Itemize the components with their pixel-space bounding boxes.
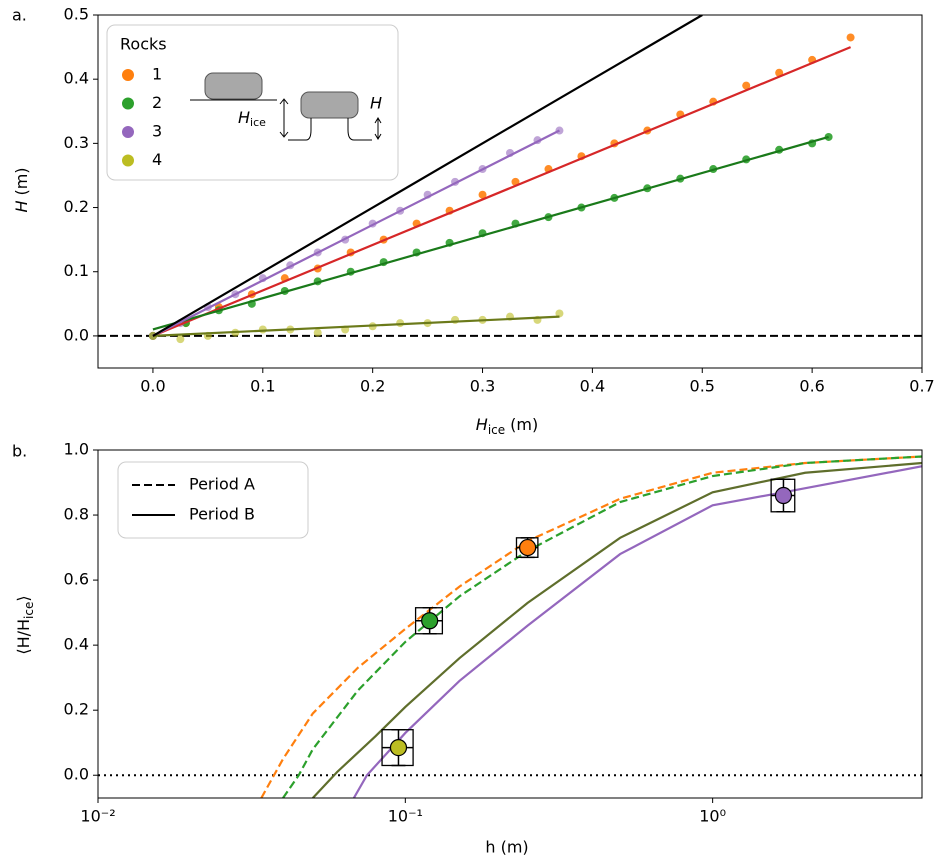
diagram-rock: [300, 91, 359, 119]
legend-label: 3: [152, 122, 162, 141]
data-point: [478, 190, 487, 199]
x-tick-label: 0.3: [470, 377, 495, 396]
data-point: [176, 335, 185, 344]
label-part: H: [238, 108, 250, 127]
legend-box: [106, 24, 399, 181]
label-part: H: [12, 201, 31, 213]
legend-marker: [122, 154, 134, 167]
overlay: Rocks Hice H 0.0 0.1 0.2 0.3 0.4 0.5 0.6 0.7 0.0…: [64, 5, 935, 826]
legend-marker: [122, 69, 134, 81]
legend-box: [117, 461, 309, 539]
legend-marker: [122, 126, 134, 138]
label-part: ⟨H/H: [14, 619, 33, 655]
x-tick-label: 10⁰: [699, 807, 726, 826]
y-tick-label: 0.8: [64, 505, 89, 524]
x-tick-label: 0.6: [799, 377, 824, 396]
diagram-arrow: [279, 98, 289, 138]
y-tick-label: 0.3: [64, 133, 89, 152]
x-tick-label: 0.2: [360, 377, 385, 396]
legend-marker: [122, 97, 134, 110]
y-tick-label: 0.2: [64, 700, 89, 719]
x-axis-label: h (m): [485, 838, 528, 857]
label-part: (m): [510, 415, 538, 434]
plot-area: [98, 15, 922, 344]
data-point: [774, 486, 793, 505]
legend-label: 4: [152, 150, 162, 169]
model-curve: [352, 465, 922, 798]
fit-line: [152, 135, 829, 331]
y-tick-label: 0.4: [64, 635, 89, 654]
data-point: [421, 612, 439, 630]
y-tick-label: 1.0: [64, 440, 89, 459]
data-point: [742, 81, 751, 90]
y-tick-label: 0.2: [64, 197, 89, 216]
legend-label: 1: [152, 65, 162, 84]
y-tick-label: 0.4: [64, 69, 89, 88]
diagram-ground: [288, 118, 372, 141]
panel-label: b.: [12, 442, 27, 461]
label-part: ice: [22, 602, 36, 619]
label-part: H: [476, 415, 488, 434]
y-axis-label: H (m): [12, 167, 31, 212]
fit-line: [152, 129, 560, 337]
y-tick-label: 0.1: [64, 261, 89, 280]
x-tick-label: 0.0: [140, 377, 165, 396]
x-tick-label: 0.7: [909, 377, 934, 396]
data-point: [846, 33, 855, 42]
data-point: [519, 538, 537, 557]
x-tick-label: 0.4: [580, 377, 605, 396]
x-tick-label: 0.5: [690, 377, 715, 396]
diagram-arrow: [374, 117, 382, 140]
panel-label: a.: [12, 6, 27, 25]
legend-label: Period A: [189, 475, 255, 494]
y-tick-label: 0.6: [64, 570, 89, 589]
legend-title: Rocks: [120, 35, 167, 54]
fit-line: [152, 46, 852, 337]
diagram-label: Hice: [238, 108, 266, 130]
x-tick-label: 10⁻²: [80, 807, 115, 826]
y-axis-label: ⟨H/Hice⟩: [14, 595, 36, 654]
x-tick-label: 10⁻¹: [388, 807, 423, 826]
x-tick-label: 0.1: [250, 377, 275, 396]
label-part: ice: [250, 116, 266, 129]
label-part: (m): [12, 167, 31, 195]
y-tick-label: 0.0: [64, 325, 89, 344]
axes-frame: [97, 14, 923, 369]
y-tick-label: 0.0: [64, 765, 89, 784]
label-part: ⟩: [14, 595, 33, 601]
axes-frame: [97, 449, 923, 799]
model-curve: [312, 461, 922, 798]
x-axis-label: Hice (m): [476, 415, 538, 437]
data-point: [555, 309, 564, 318]
diagram-rock: [204, 72, 263, 100]
fit-line: [152, 315, 560, 338]
model-curve: [282, 455, 922, 798]
fit-line: [152, 15, 703, 337]
data-point: [313, 328, 322, 337]
legend-label: 2: [152, 93, 162, 112]
data-point: [389, 738, 408, 757]
label-part: ice: [488, 423, 505, 437]
diagram-label: H: [370, 94, 382, 113]
y-tick-label: 0.5: [64, 5, 89, 24]
plot-area: [98, 455, 922, 798]
legend-label: Period B: [189, 505, 255, 524]
model-curve: [260, 455, 922, 798]
